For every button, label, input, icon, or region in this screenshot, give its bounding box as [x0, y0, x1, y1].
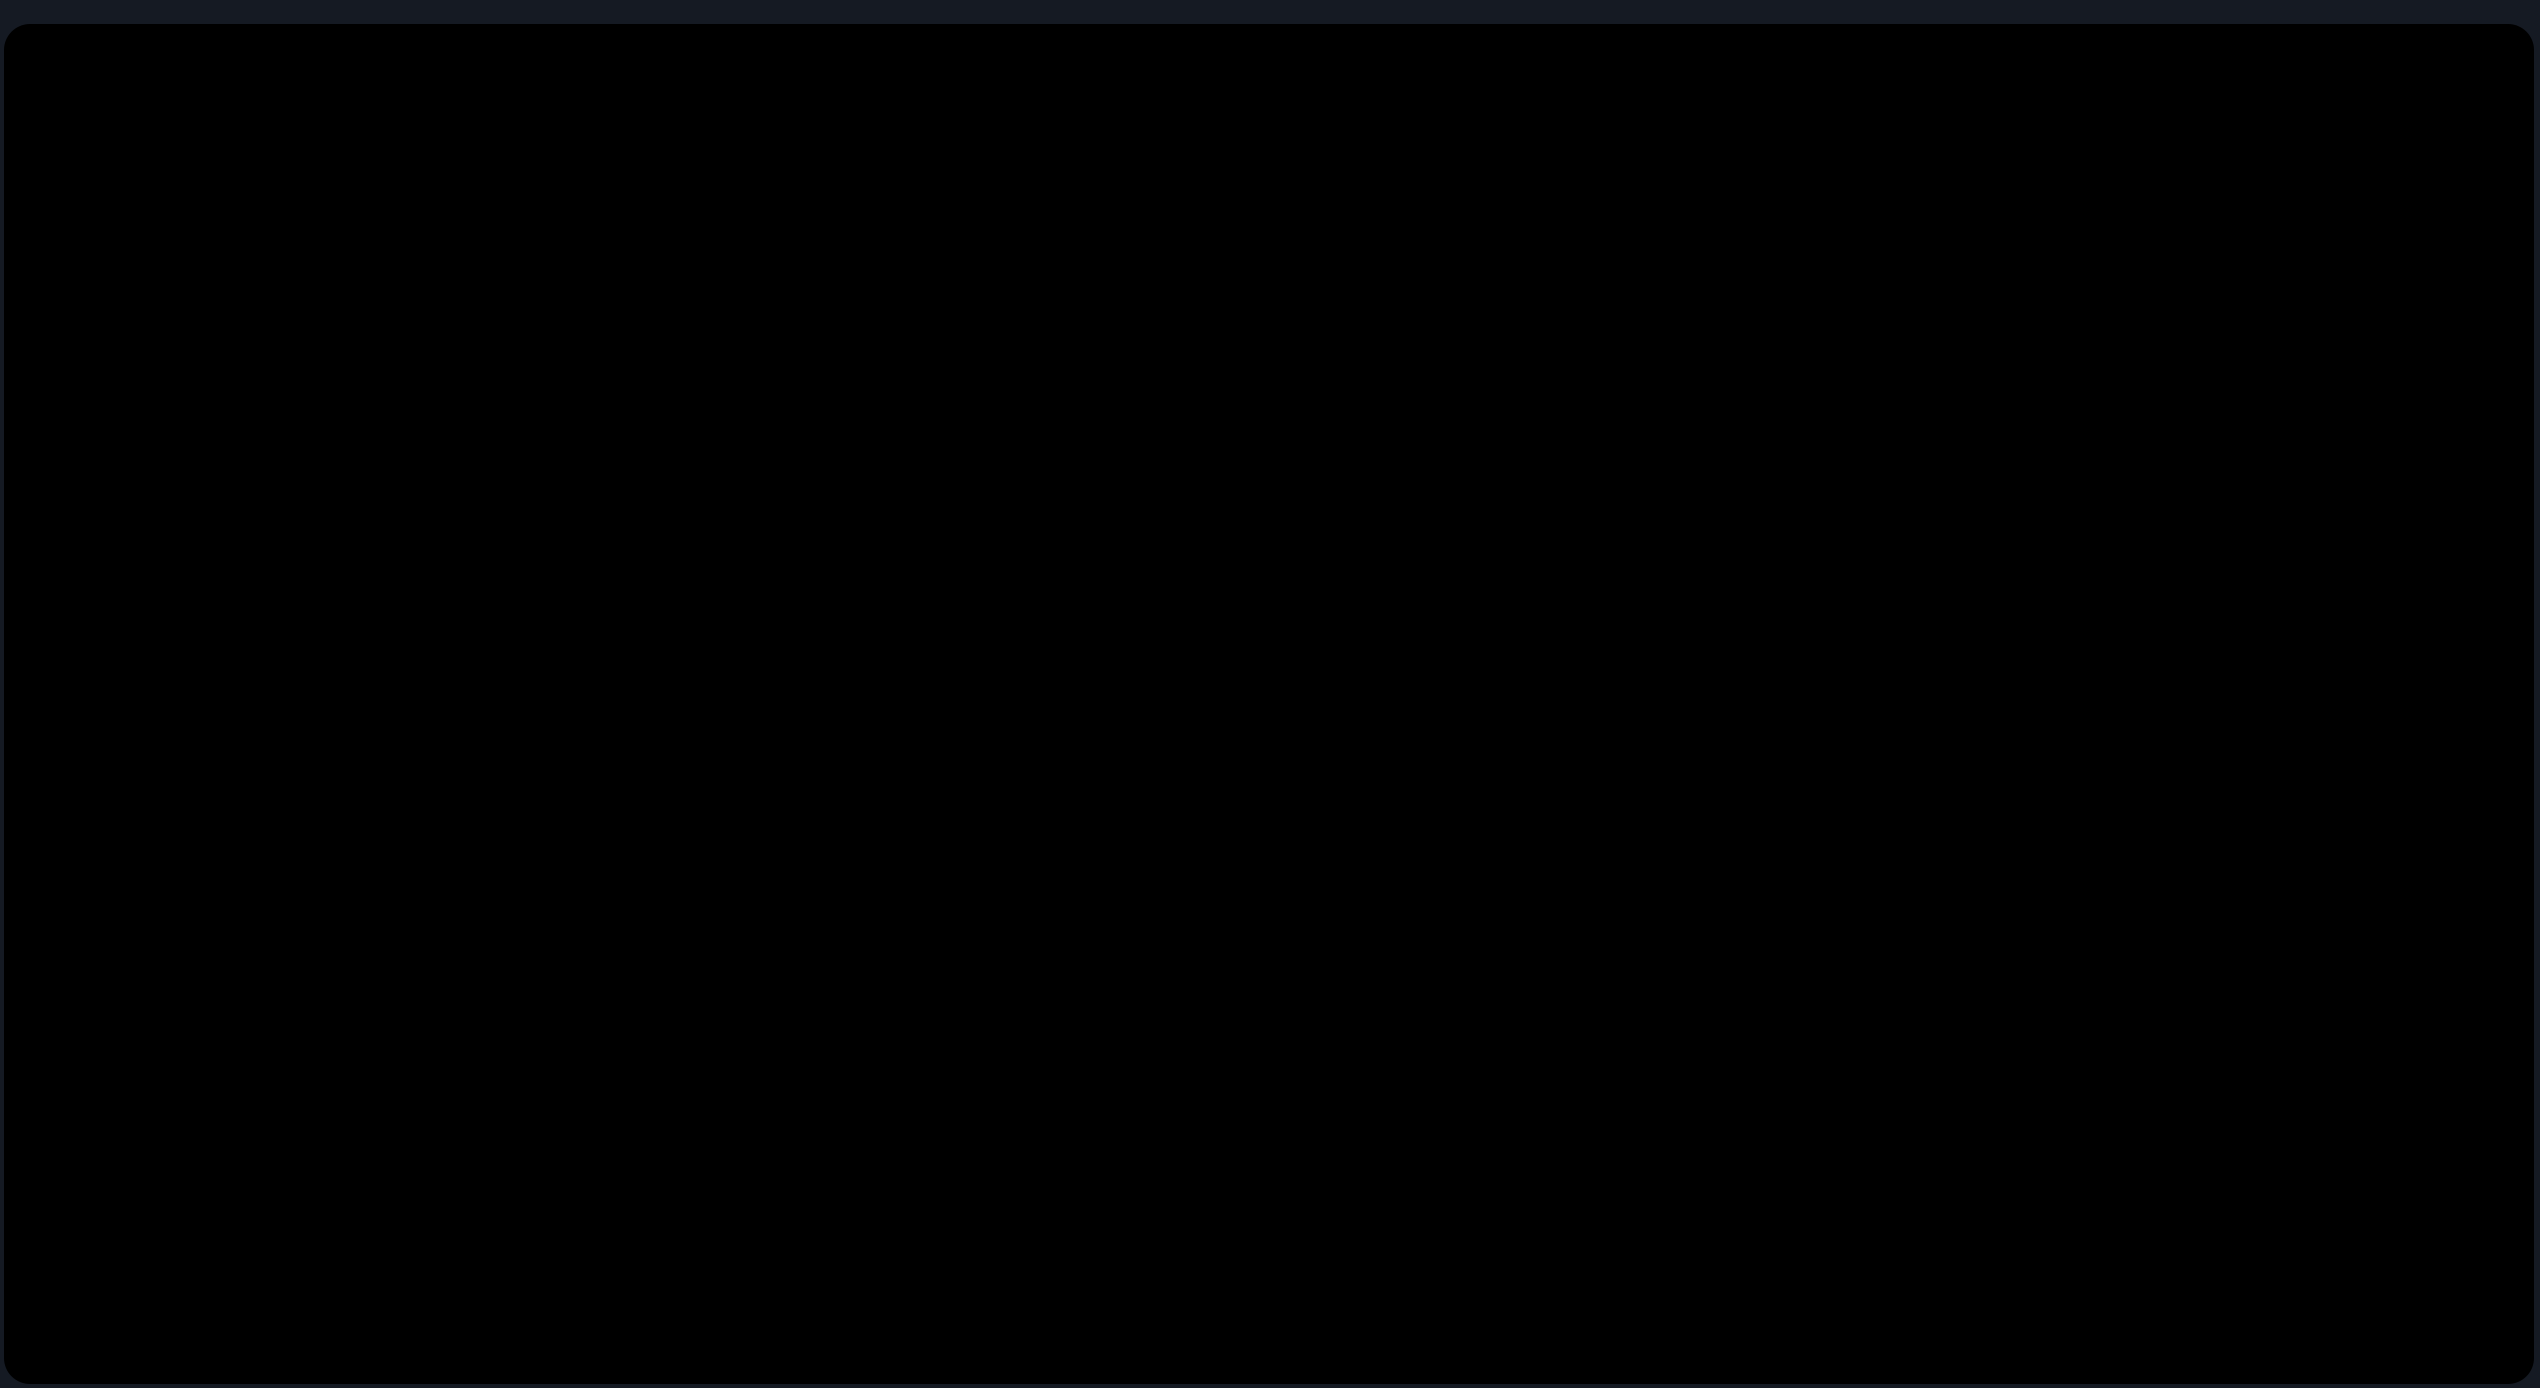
- chart-panel: [4, 24, 2534, 1384]
- candlestick-chart[interactable]: [4, 24, 2534, 1384]
- top-info-bar: [0, 0, 2540, 24]
